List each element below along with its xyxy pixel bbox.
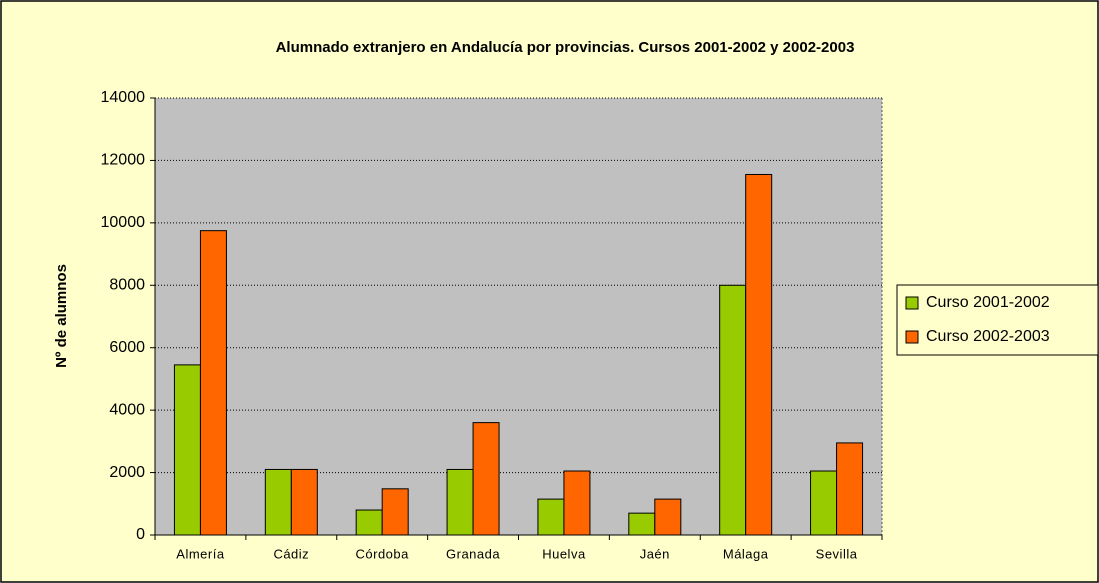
bar	[719, 284, 747, 536]
y-tick-label: 12000	[101, 152, 146, 169]
legend-swatch	[905, 296, 919, 310]
legend-label: Curso 2002-2003	[926, 328, 1050, 345]
x-tick-label: Córdoba	[356, 546, 410, 561]
y-tick-label: 6000	[109, 339, 145, 356]
y-tick-label: 0	[136, 526, 145, 543]
legend-swatch	[905, 330, 919, 344]
bar	[264, 468, 292, 536]
y-tick-label: 10000	[101, 214, 146, 231]
y-tick-label: 4000	[109, 401, 145, 418]
bar	[199, 230, 227, 536]
y-tick-label: 14000	[101, 89, 146, 106]
x-tick-label: Sevilla	[816, 546, 858, 561]
chart-title: Alumnado extranjero en Andalucía por pro…	[276, 39, 855, 56]
y-tick-label: 2000	[109, 464, 145, 481]
bar	[836, 442, 864, 536]
x-tick-label: Huelva	[542, 546, 586, 561]
plot-area	[155, 98, 882, 535]
x-tick-label: Granada	[446, 546, 500, 561]
bar	[537, 498, 565, 536]
x-tick-label: Cádiz	[273, 546, 309, 561]
bar	[563, 470, 591, 536]
y-axis-label: Nº de alumnos	[53, 264, 70, 368]
bar	[810, 470, 838, 536]
bar	[628, 512, 656, 536]
bar	[654, 498, 682, 536]
bar	[446, 468, 474, 536]
legend-box	[896, 284, 1099, 356]
x-tick-label: Almería	[176, 546, 225, 561]
x-tick-label: Málaga	[723, 546, 769, 561]
bar	[381, 488, 409, 536]
bar	[290, 468, 318, 536]
bar	[173, 364, 201, 536]
legend-label: Curso 2001-2002	[926, 294, 1050, 311]
bar	[355, 509, 383, 536]
bar	[745, 173, 773, 536]
x-tick-label: Jaén	[640, 546, 670, 561]
bar	[472, 422, 500, 536]
y-tick-label: 8000	[109, 277, 145, 294]
